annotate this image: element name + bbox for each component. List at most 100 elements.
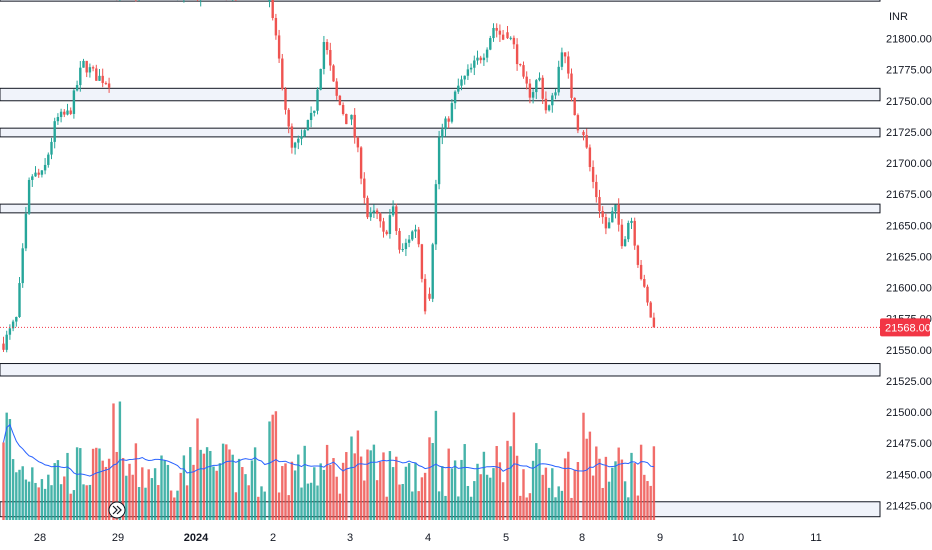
volume-bar: [551, 468, 554, 520]
volume-bar: [95, 447, 98, 520]
candle-body: [469, 67, 473, 70]
volume-bar: [372, 444, 376, 520]
zone-box-1[interactable]: [0, 87, 881, 102]
candle-body: [441, 129, 444, 138]
candle-body: [506, 32, 509, 39]
candle-body: [50, 141, 53, 155]
candle-body: [447, 118, 450, 122]
volume-bar: [560, 490, 564, 520]
time-axis[interactable]: 28 29 2024 2 3 4 5 8 9 10 11: [34, 532, 822, 544]
candle-body: [627, 222, 630, 240]
candle-body: [535, 80, 538, 93]
candle-body: [297, 138, 300, 143]
volume-bar: [202, 453, 206, 520]
candle-body: [271, 0, 274, 18]
zone-box-2[interactable]: [0, 127, 881, 138]
price-tick-label: 21750.00: [886, 96, 932, 108]
candle-body: [460, 79, 463, 86]
volume-bar: [241, 467, 244, 520]
candle-body: [434, 184, 438, 245]
volume-bar: [85, 485, 88, 520]
candle-body: [5, 334, 8, 350]
candle-body: [332, 65, 335, 82]
volume-bar: [398, 484, 401, 520]
candle-body: [538, 77, 541, 81]
volume-bar: [218, 463, 222, 520]
candle-body: [281, 58, 284, 89]
volume-bar: [215, 470, 218, 520]
volume-bar: [522, 469, 525, 520]
candle-body: [66, 110, 69, 115]
volume-bar: [47, 474, 50, 520]
volume-bar: [620, 459, 624, 520]
scroll-to-realtime-button[interactable]: [108, 501, 126, 519]
candle-body: [498, 30, 502, 35]
volume-bar: [115, 451, 118, 520]
volume-bar: [125, 475, 128, 520]
candle-body: [319, 68, 322, 90]
volume-bar: [88, 484, 92, 520]
volume-bar: [160, 455, 163, 520]
candle-body: [335, 81, 338, 96]
candle-body: [495, 27, 498, 31]
volume-bar: [604, 456, 608, 520]
volume-bar: [441, 466, 444, 520]
candle-body: [40, 170, 44, 175]
candle-body: [630, 220, 633, 223]
candle-body: [101, 75, 104, 83]
volume-bar: [382, 452, 385, 520]
candle-body: [476, 57, 479, 61]
candle-body: [411, 231, 414, 240]
volume-bar: [293, 470, 297, 520]
volume-bar: [541, 474, 544, 520]
volume-bar: [112, 403, 115, 520]
candle-body: [356, 137, 360, 148]
zone-box-0[interactable]: [0, 0, 881, 2]
volume-bar: [189, 447, 192, 520]
volume-bar: [27, 481, 31, 520]
candle-body: [18, 283, 21, 317]
volume-bar: [131, 474, 134, 520]
candle-body: [525, 76, 528, 84]
candle-body: [313, 110, 316, 113]
volume-bar: [519, 495, 522, 520]
price-tick-label: 21775.00: [886, 65, 932, 77]
time-tick-label: 8: [579, 532, 585, 544]
volume-bar: [434, 410, 438, 520]
volume-bar: [598, 458, 601, 520]
price-tick-label: 21425.00: [886, 501, 932, 513]
candle-body: [385, 231, 388, 234]
volume-bar: [173, 497, 176, 520]
double-chevron-right-icon: [112, 505, 122, 515]
volume-bar: [633, 463, 636, 520]
candle-body: [489, 38, 492, 50]
volume-bar: [338, 493, 342, 520]
volume-bar: [627, 497, 630, 520]
volume-bar: [43, 488, 47, 520]
zone-box-3[interactable]: [0, 203, 881, 214]
volume-bar: [407, 463, 411, 520]
volume-bar: [176, 490, 179, 520]
volume-bar: [234, 492, 238, 520]
candle-body: [325, 42, 329, 51]
volume-bar: [144, 487, 147, 520]
volume-bar: [69, 493, 72, 520]
candle-body: [417, 229, 420, 245]
volume-bar: [21, 466, 24, 520]
volume-bar: [395, 456, 398, 520]
candle-body: [450, 103, 454, 122]
volume-bar: [639, 444, 643, 520]
candle-body: [8, 328, 12, 335]
volume-bar: [24, 479, 28, 520]
volume-bar: [476, 463, 479, 520]
volume-bar: [363, 480, 366, 520]
candle-body: [375, 210, 379, 214]
volume-bar: [137, 487, 141, 520]
zone-box-4[interactable]: [0, 363, 881, 377]
candle-body: [98, 75, 101, 81]
time-tick-label: 28: [34, 532, 46, 544]
volume-bar: [369, 450, 372, 520]
volume-bar: [492, 468, 495, 520]
price-axis[interactable]: 21800.00 21775.00 21750.00 21725.00 21700.00…: [880, 34, 932, 513]
